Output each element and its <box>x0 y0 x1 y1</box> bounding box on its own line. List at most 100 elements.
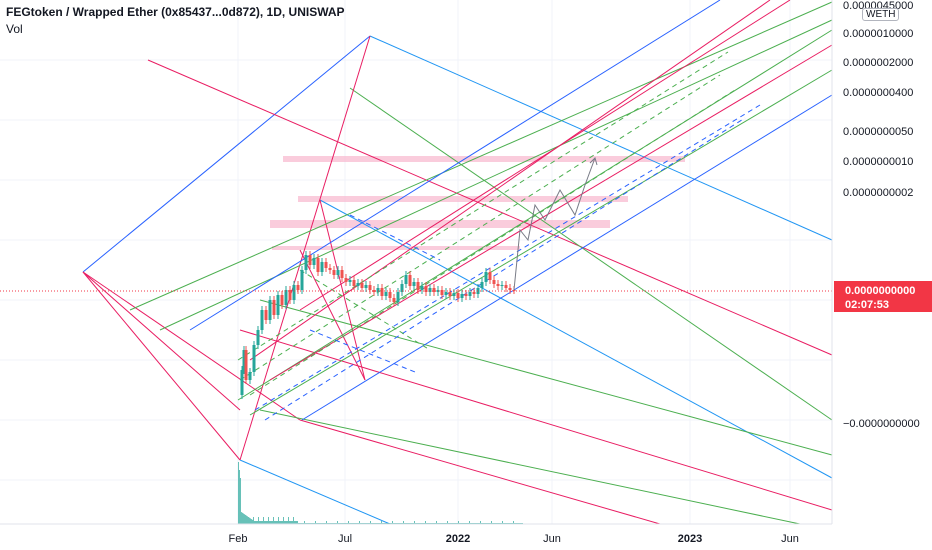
fork-trigger-red <box>299 249 366 381</box>
rising-green <box>129 1 833 311</box>
candle-body <box>488 272 492 280</box>
candle-body <box>244 350 248 380</box>
chart-grid <box>0 0 832 524</box>
volume-bar <box>288 517 289 524</box>
volume-bar <box>513 521 514 524</box>
dashed-green <box>299 269 431 351</box>
volume-bar <box>262 521 263 524</box>
rising-green <box>249 69 833 416</box>
candle-body <box>252 345 256 372</box>
volume-bar <box>251 519 252 524</box>
candle-body <box>268 300 272 320</box>
candle-body <box>444 292 448 295</box>
candle-body <box>372 290 376 292</box>
volume-bar <box>238 462 239 524</box>
candle-body <box>292 285 296 300</box>
volume-bar <box>253 517 254 524</box>
fork-trigger-red <box>319 199 366 381</box>
candle-body <box>340 270 344 278</box>
fork-handle-red <box>82 271 301 421</box>
candle-body <box>316 258 320 272</box>
volume-bar <box>256 521 257 524</box>
chart-header: FEGtoken / Wrapped Ether (0x85437...0d87… <box>6 5 345 36</box>
candle-body <box>472 292 476 294</box>
volume-bar <box>261 521 262 524</box>
candle-body <box>256 330 260 345</box>
candle-body <box>492 280 496 284</box>
rising-blue <box>301 94 833 421</box>
time-label: Jun <box>781 533 799 545</box>
volume-bar <box>381 521 382 524</box>
symbol-title: FEGtoken / Wrapped Ether (0x85437...0d87… <box>6 5 345 19</box>
price-label: 0.0000000010 <box>843 156 913 168</box>
volume-bar <box>281 521 282 524</box>
volume-bar <box>292 521 293 524</box>
candle-body <box>248 372 252 380</box>
volume-bar <box>290 521 291 524</box>
currency-badge[interactable]: WETH <box>862 8 900 21</box>
price-label: 0.0000000400 <box>843 87 913 99</box>
volume-bar <box>257 521 258 524</box>
volume-bar <box>284 521 285 524</box>
volume-bar <box>289 521 290 524</box>
time-axis[interactable]: Feb Jul 2022 Jun 2023 Jun <box>0 523 832 545</box>
volume-bar <box>265 521 266 524</box>
candle-body <box>440 290 444 295</box>
volume-bar <box>315 521 316 524</box>
volume-bar <box>392 521 393 524</box>
volume-bar <box>259 521 260 524</box>
volume-bar <box>245 514 246 524</box>
projection-line <box>513 157 596 291</box>
candle-body <box>312 258 316 265</box>
candle-body <box>480 282 484 288</box>
volume-bar <box>295 521 296 524</box>
volume-bar <box>469 521 470 524</box>
candle-body <box>504 285 508 288</box>
dashed-green <box>249 89 736 396</box>
price-label: 0.0000010000 <box>843 28 913 40</box>
dashed-blue <box>309 329 416 373</box>
candle-body <box>408 275 412 286</box>
candle-body <box>404 275 408 284</box>
volume-bar <box>403 521 404 524</box>
volume-bar <box>296 521 297 524</box>
volume-bar <box>273 517 274 524</box>
candle-body <box>364 285 368 288</box>
fork-parallel-red <box>147 59 833 356</box>
volume-bar <box>425 521 426 524</box>
volume-bar <box>264 521 265 524</box>
volume-bar <box>280 521 281 524</box>
candle-body <box>240 370 244 395</box>
candle-body <box>500 285 504 286</box>
candle-body <box>304 255 308 270</box>
candle-body <box>348 280 352 282</box>
candle-body <box>400 284 404 292</box>
volume-bar <box>249 517 250 524</box>
candle-body <box>384 292 388 296</box>
candle-body <box>420 286 424 290</box>
fork-handle-red <box>82 271 241 411</box>
time-label: 2022 <box>446 533 470 545</box>
volume-bar <box>436 521 437 524</box>
price-axis[interactable]: 0.00000450000.00000100000.00000020000.00… <box>831 0 920 524</box>
candle-body <box>368 285 372 290</box>
volume-bar <box>279 521 280 524</box>
candle-body <box>380 288 384 296</box>
candle-body <box>352 280 356 286</box>
volume-bar <box>271 521 272 524</box>
candle-body <box>288 290 292 300</box>
volume-bar <box>326 521 327 524</box>
time-label: Feb <box>229 533 248 545</box>
candle-body <box>324 262 328 268</box>
dashed-green <box>239 74 721 381</box>
candle-body <box>396 292 400 302</box>
rising-green <box>159 19 833 331</box>
volume-bar <box>414 521 415 524</box>
volume-bar <box>242 512 243 524</box>
volume-bar <box>266 521 267 524</box>
candle-body <box>264 310 268 320</box>
candle-body <box>272 300 276 315</box>
price-label: 0.0000000050 <box>843 126 913 138</box>
volume-bars <box>238 462 523 524</box>
